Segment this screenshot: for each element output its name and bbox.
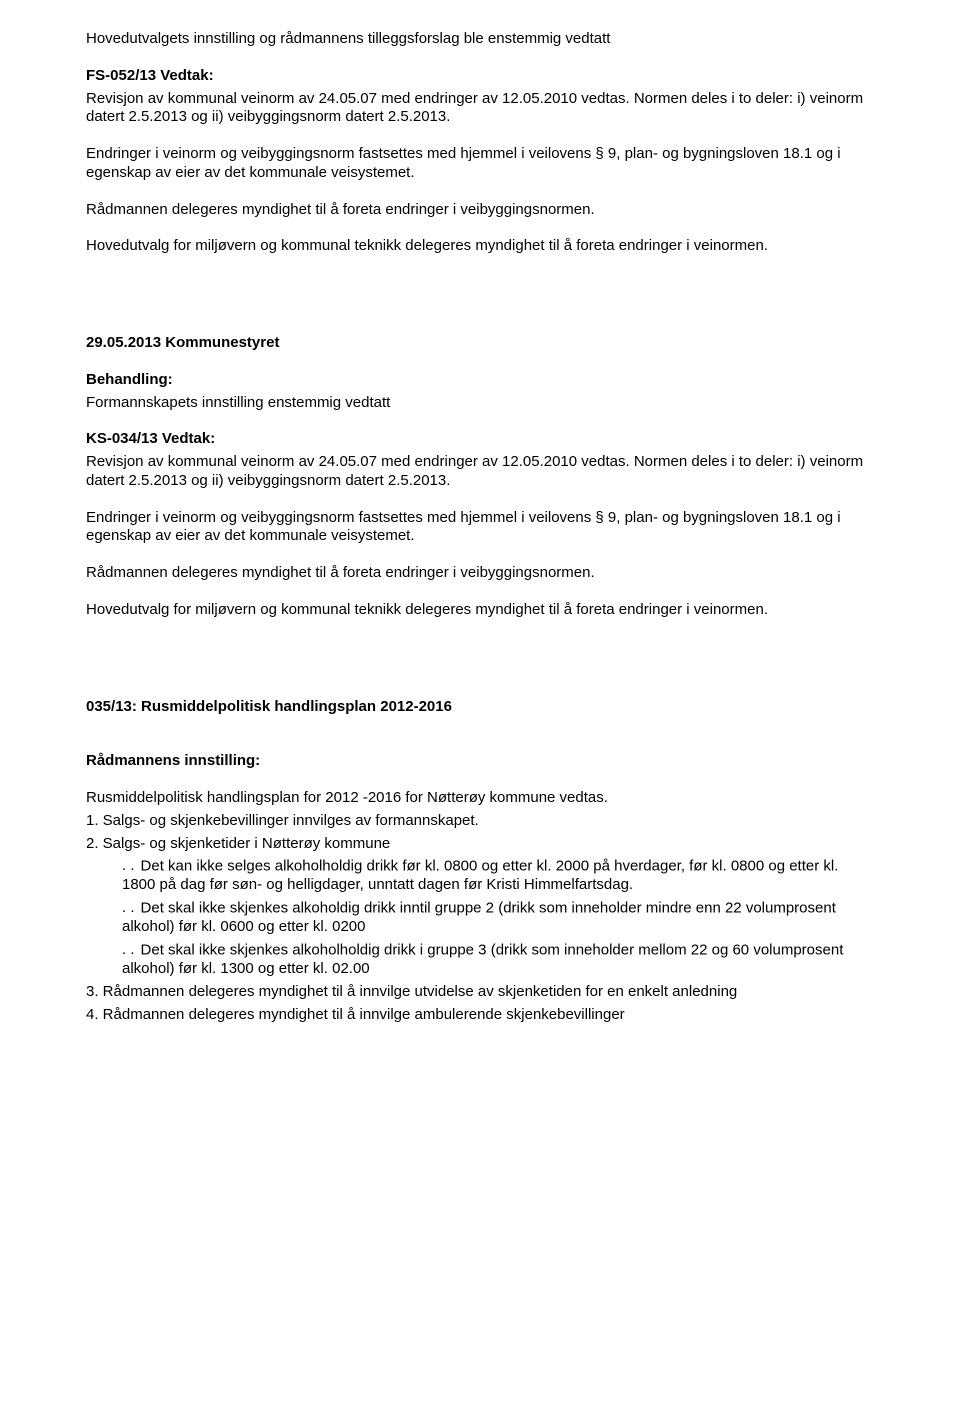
behandling-label: Behandling: xyxy=(86,371,874,390)
rus-line-1: Rusmiddelpolitisk handlingsplan for 2012… xyxy=(86,789,874,808)
rus-line-2: 1. Salgs- og skjenkebevillinger innvilge… xyxy=(86,812,874,831)
bullet-dots-icon: . . xyxy=(122,899,135,918)
endringer-paragraph-2: Endringer i veinorm og veibyggingsnorm f… xyxy=(86,509,874,547)
rus-line-4: 3. Rådmannen delegeres myndighet til å i… xyxy=(86,983,874,1002)
rus-sub-c: . .Det skal ikke skjenkes alkoholholdig … xyxy=(86,941,874,979)
hovedutvalg-paragraph-1: Hovedutvalg for miljøvern og kommunal te… xyxy=(86,237,874,256)
ks-vedtak-heading: KS-034/13 Vedtak: xyxy=(86,430,874,449)
hovedutvalg-paragraph-2: Hovedutvalg for miljøvern og kommunal te… xyxy=(86,601,874,620)
fs-vedtak-heading: FS-052/13 Vedtak: xyxy=(86,67,874,86)
revisjon-paragraph-2: Revisjon av kommunal veinorm av 24.05.07… xyxy=(86,453,874,491)
bullet-dots-icon: . . xyxy=(122,857,135,876)
rus-sub-a-text: Det kan ikke selges alkoholholdig drikk … xyxy=(122,858,838,894)
radmannen-paragraph-1: Rådmannen delegeres myndighet til å fore… xyxy=(86,201,874,220)
kommunestyret-heading: 29.05.2013 Kommunestyret xyxy=(86,334,874,353)
rus-sub-b: . .Det skal ikke skjenkes alkoholdig dri… xyxy=(86,899,874,937)
rus-sub-a: . .Det kan ikke selges alkoholholdig dri… xyxy=(86,857,874,895)
rus-line-3: 2. Salgs- og skjenketider i Nøtterøy kom… xyxy=(86,835,874,854)
rus-sub-c-text: Det skal ikke skjenkes alkoholholdig dri… xyxy=(122,941,843,977)
bullet-dots-icon: . . xyxy=(122,941,135,960)
radmannen-paragraph-2: Rådmannen delegeres myndighet til å fore… xyxy=(86,564,874,583)
radmannens-innstilling-label: Rådmannens innstilling: xyxy=(86,752,874,771)
rus-line-5: 4. Rådmannen delegeres myndighet til å i… xyxy=(86,1006,874,1025)
rus-sub-b-text: Det skal ikke skjenkes alkoholdig drikk … xyxy=(122,899,836,935)
behandling-text: Formannskapets innstilling enstemmig ved… xyxy=(86,394,874,413)
endringer-paragraph-1: Endringer i veinorm og veibyggingsnorm f… xyxy=(86,145,874,183)
revisjon-paragraph-1: Revisjon av kommunal veinorm av 24.05.07… xyxy=(86,90,874,128)
intro-line: Hovedutvalgets innstilling og rådmannens… xyxy=(86,30,874,49)
section-035-heading: 035/13: Rusmiddelpolitisk handlingsplan … xyxy=(86,698,874,717)
